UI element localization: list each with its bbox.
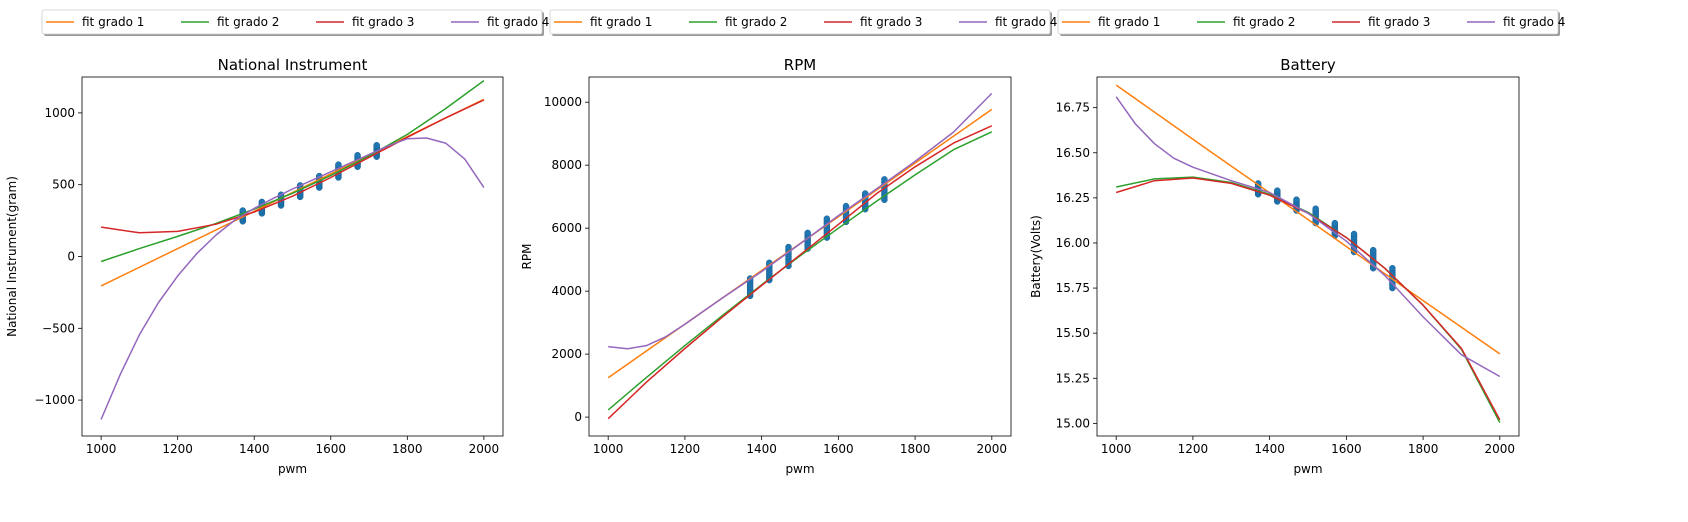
y-axis-label: Battery(Volts) [1029, 215, 1043, 298]
chart-title: RPM [784, 56, 816, 74]
y-tick-label: −1000 [34, 393, 75, 407]
x-tick-label: 1800 [1408, 442, 1439, 456]
y-tick-label: 16.25 [1056, 191, 1090, 205]
scatter-point [823, 215, 831, 222]
legend-entry: fit grado 4 [995, 15, 1057, 29]
x-axis-label: pwm [278, 462, 307, 476]
y-tick-label: 2000 [551, 347, 582, 361]
y-tick-label: 15.50 [1056, 326, 1090, 340]
scatter-point [354, 152, 361, 159]
series-line-fit-grado-2 [607, 131, 993, 411]
scatter-point [842, 202, 850, 210]
series-line-fit-grado-3 [607, 125, 993, 420]
x-tick-label: 1400 [239, 442, 270, 456]
plot-area [607, 92, 993, 420]
x-tick-label: 1200 [162, 442, 193, 456]
y-tick-label: 1000 [44, 106, 75, 120]
legend-box [41, 9, 543, 35]
y-axis-label: RPM [520, 244, 534, 270]
series-line-fit-grado-2 [100, 79, 485, 263]
legend-entry: fit grado 4 [487, 15, 549, 29]
legend-entry: fit grado 2 [725, 15, 787, 29]
chart-panel-battery: Battery 1000 1200 1400 1600 1800 2000 15.00 15.2… [1029, 56, 1520, 476]
scatter-point [804, 229, 811, 237]
chart-panel-national-instrument: National Instrument 1000 1200 1400 1600 1800 2… [5, 56, 504, 476]
y-tick-label: 500 [52, 178, 75, 192]
axes-frame [588, 76, 1012, 437]
legend-entry: fit grado 2 [217, 15, 279, 29]
legend-entry: fit grado 3 [860, 15, 922, 29]
y-tick-label: −500 [42, 321, 75, 335]
chart-panel-rpm: RPM 1000 1200 1400 1600 1800 2000 0 2000 4000 6000… [520, 56, 1012, 476]
x-axis-label: pwm [1293, 462, 1322, 476]
y-tick-label: 0 [67, 250, 75, 264]
legend-entry: fit grado 1 [590, 15, 652, 29]
x-axis-label: pwm [785, 462, 814, 476]
series-line-fit-grado-4 [100, 137, 485, 420]
legend-box [1057, 9, 1559, 35]
scatter-point [1331, 219, 1339, 227]
legend-entry: fit grado 1 [82, 15, 144, 29]
x-tick-label: 1600 [1331, 442, 1362, 456]
x-tick-label: 2000 [977, 442, 1008, 456]
y-tick-label: 4000 [551, 284, 582, 298]
plot-area [100, 79, 485, 420]
chart-title: Battery [1280, 56, 1336, 74]
x-tick-label: 1000 [1101, 442, 1132, 456]
legend-entry: fit grado 4 [1503, 15, 1565, 29]
series-line-fit-grado-4 [1115, 96, 1501, 378]
y-tick-label: 15.00 [1056, 416, 1090, 430]
scatter-point [1369, 246, 1377, 254]
x-tick-label: 1400 [1254, 442, 1285, 456]
series-line-fit-grado-1 [1115, 84, 1501, 355]
scatter-point [785, 243, 792, 251]
x-tick-label: 1600 [823, 442, 854, 456]
legend-entry: fit grado 2 [1233, 15, 1295, 29]
axes-frame [81, 76, 504, 437]
series-line-fit-grado-3 [100, 99, 485, 234]
y-tick-label: 10000 [544, 95, 582, 109]
series-line-fit-grado-3 [1115, 177, 1501, 421]
y-tick-label: 6000 [551, 221, 582, 235]
y-tick-label: 15.25 [1056, 371, 1090, 385]
y-tick-label: 0 [574, 410, 582, 424]
x-tick-label: 1800 [900, 442, 931, 456]
scatter-point [1389, 264, 1396, 272]
legend-entry: fit grado 3 [352, 15, 414, 29]
scatter-point [1312, 205, 1319, 212]
scatter-point [1274, 187, 1281, 194]
axes-frame [1096, 76, 1520, 437]
scatter-point [1293, 196, 1300, 203]
y-tick-label: 16.75 [1056, 101, 1090, 115]
y-tick-label: 16.00 [1056, 236, 1090, 250]
plot-area [1115, 84, 1501, 423]
x-tick-label: 1200 [670, 442, 701, 456]
scatter-point [373, 141, 380, 149]
x-tick-label: 2000 [469, 442, 500, 456]
x-tick-label: 1000 [86, 442, 117, 456]
x-tick-label: 1800 [392, 442, 423, 456]
y-tick-label: 8000 [551, 158, 582, 172]
x-tick-label: 1400 [746, 442, 777, 456]
y-tick-label: 16.50 [1056, 146, 1090, 160]
x-tick-label: 1000 [593, 442, 624, 456]
chart-title: National Instrument [218, 56, 368, 74]
legend-entry: fit grado 1 [1098, 15, 1160, 29]
legend-entry: fit grado 3 [1368, 15, 1430, 29]
legend-box [549, 9, 1051, 35]
scatter-point [1350, 230, 1358, 238]
y-tick-label: 15.75 [1056, 281, 1090, 295]
x-tick-label: 2000 [1485, 442, 1516, 456]
series-line-fit-grado-4 [608, 92, 993, 350]
x-tick-label: 1200 [1178, 442, 1209, 456]
x-tick-label: 1600 [315, 442, 346, 456]
legends: fit grado 1 fit grado 2 fit grado 3 fit gra… [41, 9, 1565, 36]
scatter-point [881, 176, 888, 183]
y-axis-label: National Instrument(gram) [5, 176, 19, 337]
